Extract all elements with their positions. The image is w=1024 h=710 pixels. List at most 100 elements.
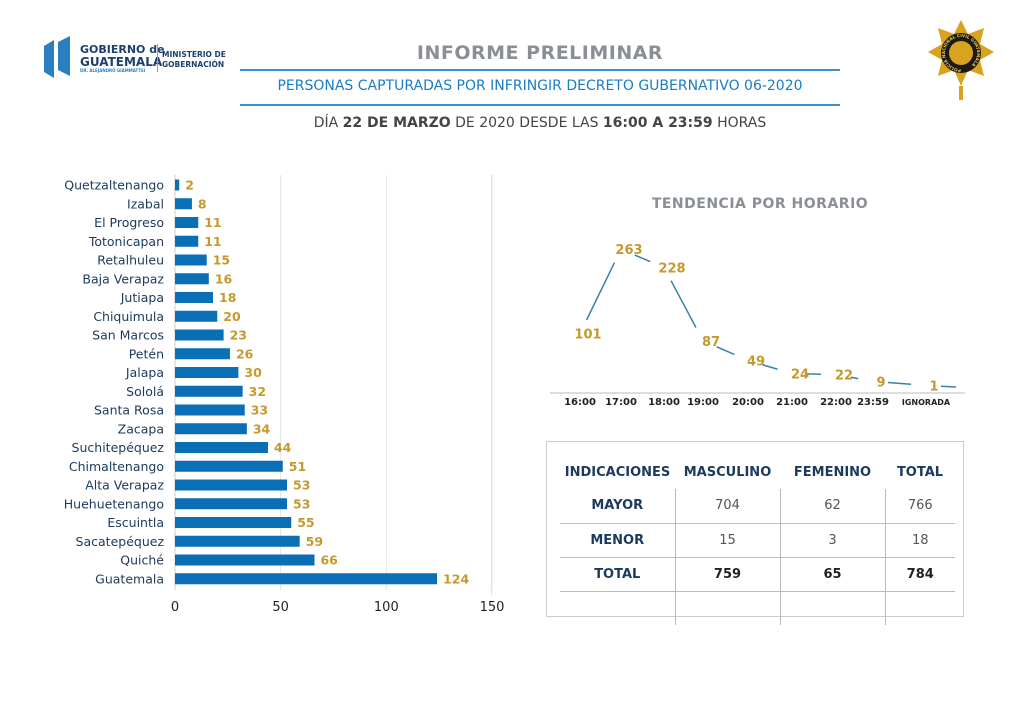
bar-value-label: 30 [244,365,262,380]
bar [175,479,288,491]
bar-value-label: 55 [297,515,314,530]
row-label: MENOR [560,523,675,558]
x-tick-label: 20:00 [732,397,764,408]
bar [175,254,207,266]
bar-category-label: Sololá [126,384,164,399]
bar-category-label: Baja Verapaz [82,271,164,286]
cell: 759 [674,557,780,592]
bar-value-label: 11 [204,234,221,249]
bar [175,310,218,322]
row-label: MAYOR [560,489,675,524]
bar-value-label: 8 [198,196,207,211]
bar-category-label: Alta Verapaz [85,478,164,493]
bar-value-label: 16 [215,271,233,286]
bar-category-label: Guatemala [95,571,164,586]
bar [175,535,300,547]
gov-logo-line2: GUATEMALA [80,55,163,69]
bar [175,292,214,303]
x-tick-label: 0 [171,600,179,615]
bar-category-label: Jutiapa [120,290,164,305]
x-tick-label: 50 [272,600,289,615]
trend-line-segment [585,262,616,321]
bar-value-label: 44 [274,440,292,455]
cell: 766 [884,489,955,524]
bar [175,385,243,397]
bar-category-label: Izabal [127,196,164,211]
col-header: TOTAL [896,464,944,480]
x-tick-label: 22:00 [820,397,852,408]
x-tick-label: 100 [374,600,399,615]
bar [175,217,199,228]
ministry-name: MINISTERIO DE GOBERNACIÓN [162,50,226,69]
col-header: MASCULINO [683,464,772,480]
table-row: MENOR 15 3 18 [560,523,955,558]
bar-value-label: 18 [219,290,236,305]
line-value-label: 49 [747,355,765,370]
x-tick-label: 16:00 [564,397,596,408]
bar-value-label: 66 [320,553,338,568]
bar [175,329,224,341]
bar-category-label: Quiché [120,553,164,568]
x-tick-label: 17:00 [605,397,637,408]
cell: 62 [779,489,885,524]
bar [175,273,209,285]
bar-category-label: Chimaltenango [69,459,164,474]
trend-line-segment [850,376,859,380]
bar-value-label: 11 [204,215,221,230]
table-row: MAYOR 704 62 766 [560,489,955,524]
bar [175,348,230,360]
bar-category-label: Retalhuleu [97,253,164,268]
bar-category-label: Santa Rosa [94,403,164,418]
bar [175,404,245,416]
line-value-label: 263 [615,243,642,258]
bar-value-label: 20 [223,309,241,324]
x-tick-label: 21:00 [776,397,808,408]
line-chart: 101 16:00 263 17:00 228 18:00 87 19:00 49 20:00 24… [550,243,965,408]
bar-value-label: 53 [293,496,310,511]
trend-line-segment [670,280,697,328]
x-tick-label: 18:00 [648,397,680,408]
x-tick-label: 19:00 [687,397,719,408]
bar-value-label: 51 [289,459,306,474]
bar [175,235,199,247]
divider [240,104,840,106]
divider [240,69,840,71]
bar [175,554,315,566]
bar-value-label: 23 [230,328,247,343]
line-value-label: 9 [876,375,885,390]
trend-line-segment [940,385,957,388]
cell: 15 [674,523,780,558]
bar-category-label: San Marcos [92,328,164,343]
gov-logo-line3: DR. ALEJANDRO GIAMMATTEI [80,68,146,73]
bar [175,460,283,472]
cell: 704 [674,489,780,524]
bar-value-label: 53 [293,478,310,493]
bar-category-label: Quetzaltenango [64,178,164,193]
line-value-label: 1 [929,379,938,394]
bar-value-label: 15 [213,253,230,268]
bar-category-label: Suchitepéquez [72,440,165,455]
bar-value-label: 33 [251,403,268,418]
table-spacer-row [560,591,955,625]
date-line: DÍA 22 DE MARZO DE 2020 DESDE LAS 16:00 … [313,115,767,131]
line-chart-title: TENDENCIA POR HORARIO [651,196,869,212]
bar-category-label: Totonicapan [88,234,164,249]
cell: 3 [779,523,885,558]
table-header-row: INDICACIONES MASCULINO FEMENINO TOTAL [560,455,955,489]
row-label: TOTAL [560,557,675,592]
trend-line-segment [634,254,651,263]
bar-value-label: 59 [306,534,323,549]
bar-value-label: 124 [443,571,469,586]
cell: 784 [884,557,955,592]
cell: 65 [779,557,885,592]
page-subtitle: PERSONAS CAPTURADAS POR INFRINGIR DECRET… [277,78,803,94]
bar-chart: 0 50 100 150 Quetzaltenango 2 Izabal 8 El Progre… [64,175,505,615]
bar [175,498,288,510]
line-value-label: 22 [835,369,853,384]
bar-category-label: Petén [129,346,164,361]
bar [175,517,292,528]
trend-line-segment [716,346,735,356]
x-tick-label: 150 [480,600,505,615]
bar-category-label: Zacapa [118,421,164,436]
bar [175,442,268,453]
